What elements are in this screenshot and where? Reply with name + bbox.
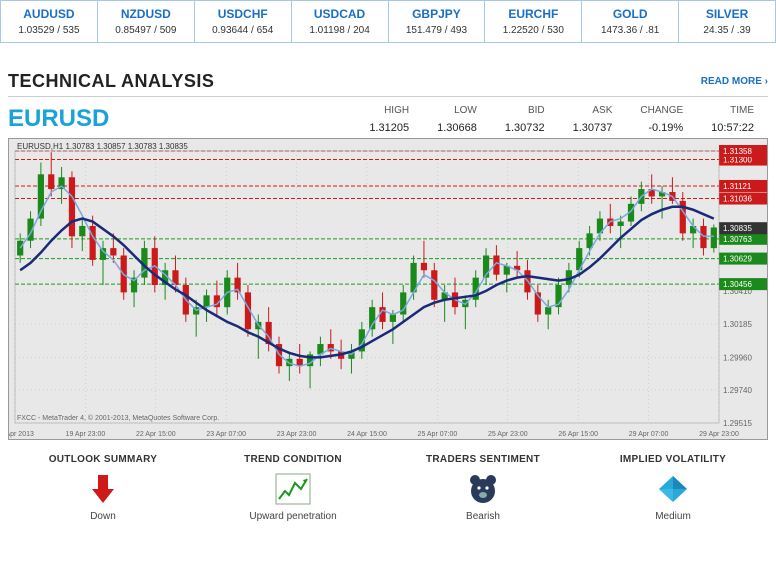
svg-text:1.31036: 1.31036	[723, 195, 752, 204]
stat-change: CHANGE -0.19%	[626, 105, 697, 134]
ticker-eurchf[interactable]: EURCHF 1.22520 / 530	[485, 1, 582, 42]
summary-text: Upward penetration	[213, 511, 373, 522]
ticker-value: 0.85497 / 509	[102, 25, 190, 36]
ticker-silver[interactable]: SILVER 24.35 / .39	[679, 1, 775, 42]
svg-text:19 Apr 23:00: 19 Apr 23:00	[66, 431, 106, 438]
ticker-gbpjpy[interactable]: GBPJPY 151.479 / 493	[389, 1, 486, 42]
svg-text:1.31358: 1.31358	[723, 147, 752, 156]
ticker-value: 1.01198 / 204	[296, 25, 384, 36]
svg-text:1.30835: 1.30835	[723, 224, 752, 233]
stat-ask: ASK 1.30737	[559, 105, 627, 134]
svg-text:24 Apr 15:00: 24 Apr 15:00	[347, 431, 387, 438]
stat-label: HIGH	[369, 105, 409, 116]
upward-icon	[213, 471, 373, 507]
ticker-nzdusd[interactable]: NZDUSD 0.85497 / 509	[98, 1, 195, 42]
ticker-usdcad[interactable]: USDCAD 1.01198 / 204	[292, 1, 389, 42]
stat-label: BID	[505, 105, 545, 116]
summary-label: TRADERS SENTIMENT	[403, 454, 563, 465]
down-icon	[23, 471, 183, 507]
svg-text:EURUSD,H1 1.30783 1.30857 1.3: EURUSD,H1 1.30783 1.30857 1.30783 1.3083…	[17, 142, 188, 151]
ticker-value: 1473.36 / .81	[586, 25, 674, 36]
summary-row: OUTLOOK SUMMARY Down TREND CONDITION Upward…	[8, 454, 768, 522]
medium-icon	[593, 471, 753, 507]
svg-text:1.30629: 1.30629	[723, 255, 752, 264]
stat-value: 1.30732	[505, 122, 545, 134]
svg-text:1.31121: 1.31121	[723, 182, 752, 191]
summary-label: IMPLIED VOLATILITY	[593, 454, 753, 465]
svg-text:1.29740: 1.29740	[723, 386, 752, 395]
chart-container[interactable]: 1.295151.297401.299601.301851.304101.307…	[8, 138, 768, 440]
summary-label: TREND CONDITION	[213, 454, 373, 465]
svg-text:29 Apr 07:00: 29 Apr 07:00	[629, 431, 669, 438]
summary-down: OUTLOOK SUMMARY Down	[23, 454, 183, 522]
svg-text:23 Apr 23:00: 23 Apr 23:00	[277, 431, 317, 438]
bear-icon	[403, 471, 563, 507]
stat-value: 1.31205	[369, 122, 409, 134]
ticker-symbol: EURCHF	[489, 7, 577, 21]
summary-label: OUTLOOK SUMMARY	[23, 454, 183, 465]
ticker-symbol: GOLD	[586, 7, 674, 21]
svg-text:1.30763: 1.30763	[723, 235, 752, 244]
ticker-audusd[interactable]: AUDUSD 1.03529 / 535	[1, 1, 98, 42]
svg-text:1.29515: 1.29515	[723, 419, 752, 428]
ticker-usdchf[interactable]: USDCHF 0.93644 / 654	[195, 1, 292, 42]
svg-text:25 Apr 07:00: 25 Apr 07:00	[418, 431, 458, 438]
ticker-bar: AUDUSD 1.03529 / 535 NZDUSD 0.85497 / 509 US…	[0, 0, 776, 43]
svg-text:19 Apr 2013: 19 Apr 2013	[9, 431, 34, 438]
stat-label: CHANGE	[640, 105, 683, 116]
svg-text:23 Apr 07:00: 23 Apr 07:00	[206, 431, 246, 438]
stat-value: 1.30737	[573, 122, 613, 134]
stat-label: ASK	[573, 105, 613, 116]
ticker-value: 0.93644 / 654	[199, 25, 287, 36]
read-more-link[interactable]: READ MORE	[701, 76, 768, 87]
summary-upward: TREND CONDITION Upward penetration	[213, 454, 373, 522]
ticker-symbol: USDCHF	[199, 7, 287, 21]
quote-row: EURUSD HIGH 1.31205 LOW 1.30668 BID 1.30732 AS…	[8, 105, 768, 134]
stat-label: LOW	[437, 105, 477, 116]
section-header: TECHNICAL ANALYSIS READ MORE	[8, 71, 768, 97]
stat-label: TIME	[711, 105, 754, 116]
ticker-symbol: NZDUSD	[102, 7, 190, 21]
summary-text: Down	[23, 511, 183, 522]
stat-value: 10:57:22	[711, 122, 754, 134]
ticker-value: 24.35 / .39	[683, 25, 771, 36]
summary-text: Bearish	[403, 511, 563, 522]
stat-time: TIME 10:57:22	[697, 105, 768, 134]
svg-text:1.30185: 1.30185	[723, 320, 752, 329]
svg-text:1.30456: 1.30456	[723, 280, 752, 289]
ticker-symbol: GBPJPY	[393, 7, 481, 21]
stat-bid: BID 1.30732	[491, 105, 559, 134]
ticker-value: 1.03529 / 535	[5, 25, 93, 36]
summary-bear: TRADERS SENTIMENT Bearish	[403, 454, 563, 522]
ticker-symbol: AUDUSD	[5, 7, 93, 21]
svg-text:29 Apr 23:00: 29 Apr 23:00	[699, 431, 739, 438]
stat-value: -0.19%	[640, 122, 683, 134]
pair-symbol: EURUSD	[8, 105, 208, 133]
stat-low: LOW 1.30668	[423, 105, 491, 134]
svg-text:1.29960: 1.29960	[723, 353, 752, 362]
svg-text:25 Apr 23:00: 25 Apr 23:00	[488, 431, 528, 438]
svg-text:26 Apr 15:00: 26 Apr 15:00	[558, 431, 598, 438]
summary-medium: IMPLIED VOLATILITY Medium	[593, 454, 753, 522]
stat-high: HIGH 1.31205	[355, 105, 423, 134]
ticker-symbol: USDCAD	[296, 7, 384, 21]
stat-value: 1.30668	[437, 122, 477, 134]
summary-text: Medium	[593, 511, 753, 522]
stats-container: HIGH 1.31205 LOW 1.30668 BID 1.30732 ASK 1.3073…	[208, 105, 768, 134]
section-title: TECHNICAL ANALYSIS	[8, 71, 214, 92]
svg-text:FXCC - MetaTrader 4, © 2001-20: FXCC - MetaTrader 4, © 2001-2013, MetaQu…	[17, 414, 219, 422]
candlestick-chart[interactable]: 1.295151.297401.299601.301851.304101.307…	[9, 139, 767, 439]
ticker-value: 151.479 / 493	[393, 25, 481, 36]
ticker-value: 1.22520 / 530	[489, 25, 577, 36]
ticker-gold[interactable]: GOLD 1473.36 / .81	[582, 1, 679, 42]
ticker-symbol: SILVER	[683, 7, 771, 21]
svg-text:22 Apr 15:00: 22 Apr 15:00	[136, 431, 176, 438]
